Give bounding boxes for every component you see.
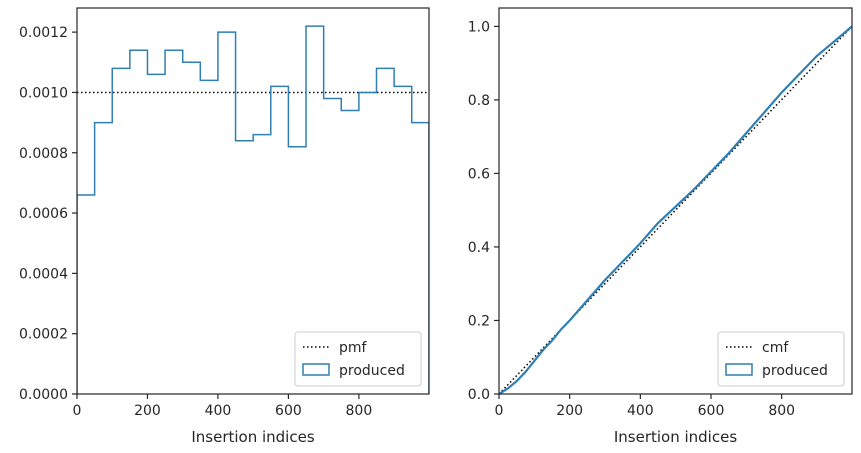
y-tick-label: 0.0004 [19,266,68,282]
legend-label-pmf: pmf [339,340,368,356]
y-tick-label: 0.8 [468,93,490,109]
series-produced-line [499,25,852,394]
legend-swatch-produced [302,363,330,376]
y-tick-label: 0.0002 [19,327,68,343]
series-produced-step [77,25,429,394]
x-tick-label: 400 [627,403,654,419]
legend-label-produced: produced [762,363,828,379]
y-tick-label: 1.0 [468,19,490,35]
y-tick-label: 0.0006 [19,206,68,222]
y-tick-label: 0.0008 [19,146,68,162]
plot-area [499,25,852,394]
x-tick-label: 200 [134,403,161,419]
x-tick-label: 600 [275,403,302,419]
x-tick-label: 0 [495,403,504,419]
x-axis-label: Insertion indices [191,428,314,446]
y-tick-label: 0.0010 [19,85,68,101]
legend-box [294,331,422,387]
legend-box [717,331,845,387]
x-axis-label: Insertion indices [614,428,737,446]
cumulative-panel: 0 200 400 600 800 0.0 0.2 0.4 0.6 0.8 1.0 Insertion… [468,7,853,446]
x-tick-label: 400 [205,403,232,419]
y-tick-label: 0.0 [468,387,490,403]
y-tick-label: 0.2 [468,313,490,329]
y-tick-label: 0.0000 [19,387,68,403]
y-tick-label: 0.4 [468,240,490,256]
histogram-panel: 0 200 400 600 800 0.0000 0.0002 0.0004 0.0006 0.0… [19,7,430,446]
axes-frame [498,7,853,395]
y-tick-label: 0.6 [468,166,490,182]
x-tick-label: 200 [556,403,583,419]
x-tick-label: 800 [768,403,795,419]
legend-label-produced: produced [339,363,405,379]
legend-label-cmf: cmf [762,340,789,356]
plot-area [77,25,429,394]
legend: pmf produced [294,331,422,387]
legend-swatch-produced [725,363,753,376]
axes-frame [76,7,430,395]
x-tick-label: 0 [73,403,82,419]
y-tick-label: 0.0012 [19,25,68,41]
x-tick-label: 800 [346,403,373,419]
legend: cmf produced [717,331,845,387]
x-tick-label: 600 [698,403,725,419]
